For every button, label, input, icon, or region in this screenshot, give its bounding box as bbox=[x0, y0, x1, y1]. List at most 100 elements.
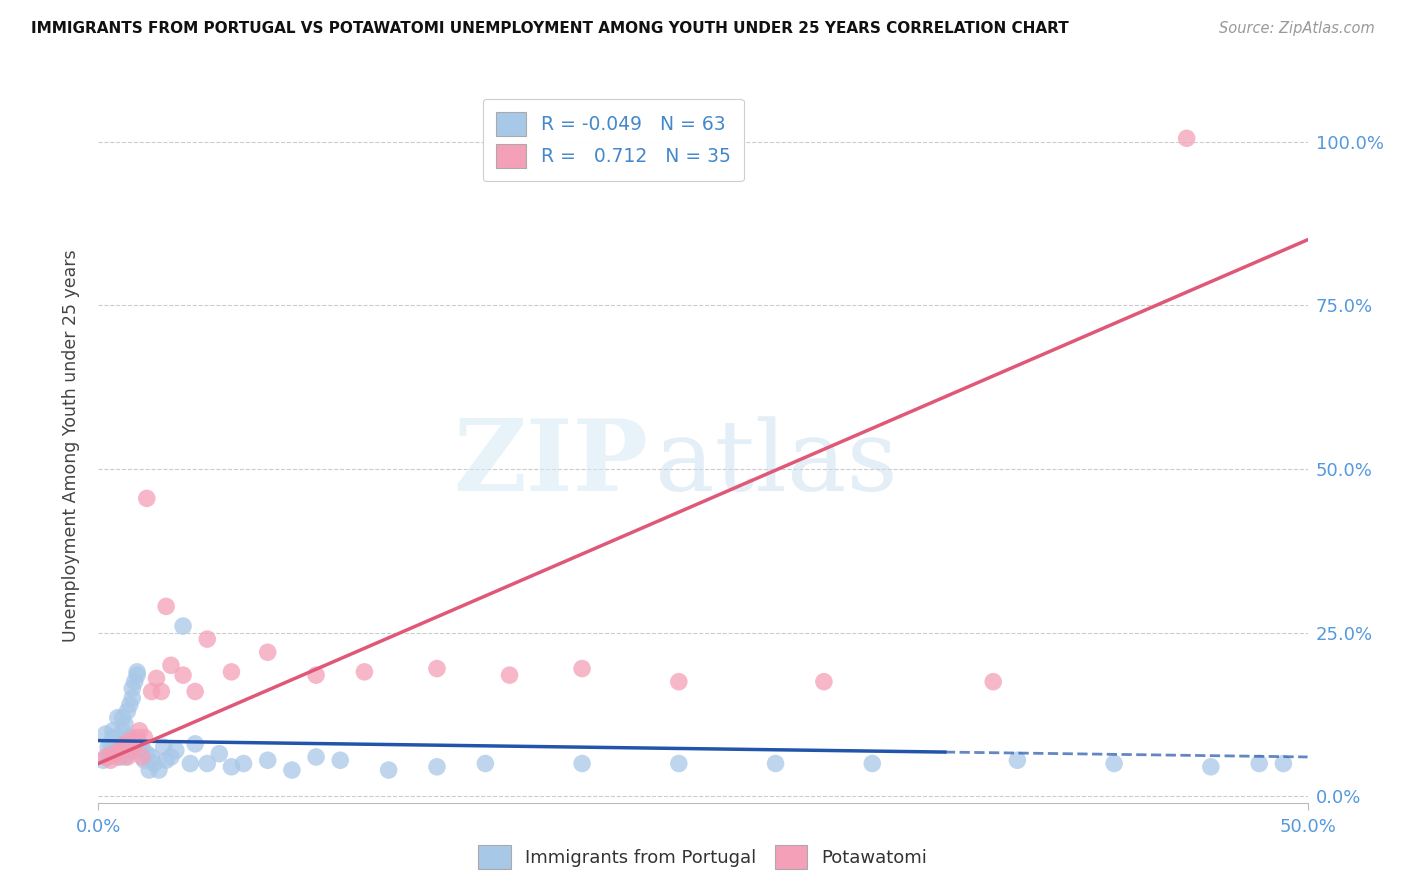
Point bbox=[101, 731, 124, 745]
Point bbox=[160, 658, 183, 673]
Point bbox=[124, 743, 146, 757]
Point bbox=[131, 740, 153, 755]
Point bbox=[114, 750, 136, 764]
Point bbox=[121, 691, 143, 706]
Point bbox=[426, 760, 449, 774]
Text: IMMIGRANTS FROM PORTUGAL VS POTAWATOMI UNEMPLOYMENT AMONG YOUTH UNDER 25 YEARS C: IMMIGRANTS FROM PORTUGAL VS POTAWATOMI U… bbox=[31, 21, 1069, 37]
Point bbox=[160, 750, 183, 764]
Point bbox=[104, 743, 127, 757]
Point bbox=[100, 737, 122, 751]
Point bbox=[101, 723, 124, 738]
Point bbox=[141, 684, 163, 698]
Point bbox=[150, 684, 173, 698]
Point bbox=[111, 711, 134, 725]
Point bbox=[108, 750, 131, 764]
Y-axis label: Unemployment Among Youth under 25 years: Unemployment Among Youth under 25 years bbox=[62, 250, 80, 642]
Point bbox=[426, 662, 449, 676]
Point bbox=[135, 491, 157, 506]
Point bbox=[94, 727, 117, 741]
Point bbox=[571, 662, 593, 676]
Point bbox=[124, 674, 146, 689]
Point bbox=[104, 733, 127, 747]
Point bbox=[117, 747, 139, 761]
Point bbox=[860, 756, 883, 771]
Point bbox=[1249, 756, 1271, 771]
Point bbox=[155, 753, 177, 767]
Point bbox=[668, 674, 690, 689]
Point bbox=[145, 672, 167, 686]
Point bbox=[138, 763, 160, 777]
Point bbox=[107, 711, 129, 725]
Point bbox=[1272, 756, 1295, 771]
Point bbox=[813, 674, 835, 689]
Point bbox=[256, 645, 278, 659]
Point bbox=[114, 717, 136, 731]
Point bbox=[124, 737, 146, 751]
Point bbox=[108, 743, 131, 757]
Point bbox=[152, 740, 174, 755]
Point bbox=[118, 698, 141, 712]
Point bbox=[111, 723, 134, 738]
Point bbox=[221, 760, 243, 774]
Point bbox=[141, 750, 163, 764]
Text: ZIP: ZIP bbox=[454, 416, 648, 512]
Point bbox=[131, 750, 153, 764]
Point bbox=[305, 750, 328, 764]
Point bbox=[127, 668, 149, 682]
Point bbox=[128, 737, 150, 751]
Point bbox=[97, 750, 120, 764]
Point bbox=[571, 756, 593, 771]
Point bbox=[111, 740, 134, 755]
Point bbox=[981, 674, 1004, 689]
Point bbox=[1199, 760, 1222, 774]
Point bbox=[1007, 753, 1029, 767]
Point bbox=[128, 723, 150, 738]
Point bbox=[121, 743, 143, 757]
Legend: Immigrants from Portugal, Potawatomi: Immigrants from Portugal, Potawatomi bbox=[471, 838, 935, 876]
Point bbox=[155, 599, 177, 614]
Point bbox=[1102, 756, 1125, 771]
Point bbox=[117, 750, 139, 764]
Point bbox=[668, 756, 690, 771]
Point bbox=[195, 756, 218, 771]
Point bbox=[498, 668, 520, 682]
Point bbox=[117, 704, 139, 718]
Point bbox=[135, 747, 157, 761]
Point bbox=[101, 747, 124, 761]
Point bbox=[184, 684, 207, 698]
Point bbox=[127, 665, 149, 679]
Point bbox=[118, 731, 141, 745]
Point bbox=[765, 756, 787, 771]
Point bbox=[195, 632, 218, 647]
Point bbox=[134, 731, 156, 745]
Point bbox=[107, 743, 129, 757]
Point bbox=[134, 753, 156, 767]
Point bbox=[377, 763, 399, 777]
Point bbox=[474, 756, 496, 771]
Point bbox=[179, 756, 201, 771]
Text: atlas: atlas bbox=[655, 416, 897, 512]
Point bbox=[329, 753, 352, 767]
Point bbox=[91, 753, 114, 767]
Point bbox=[208, 747, 231, 761]
Point bbox=[100, 747, 122, 761]
Point bbox=[172, 619, 194, 633]
Point bbox=[118, 733, 141, 747]
Point bbox=[256, 753, 278, 767]
Point bbox=[232, 756, 254, 771]
Text: Source: ZipAtlas.com: Source: ZipAtlas.com bbox=[1219, 21, 1375, 37]
Point bbox=[143, 756, 166, 771]
Point bbox=[114, 737, 136, 751]
Point bbox=[305, 668, 328, 682]
Point bbox=[1175, 131, 1198, 145]
Point bbox=[184, 737, 207, 751]
Point bbox=[353, 665, 375, 679]
Point bbox=[108, 733, 131, 747]
Legend: R = -0.049   N = 63, R =   0.712   N = 35: R = -0.049 N = 63, R = 0.712 N = 35 bbox=[482, 99, 744, 181]
Point bbox=[221, 665, 243, 679]
Point bbox=[127, 731, 149, 745]
Point bbox=[121, 681, 143, 696]
Point bbox=[100, 753, 122, 767]
Point bbox=[148, 763, 170, 777]
Point bbox=[94, 750, 117, 764]
